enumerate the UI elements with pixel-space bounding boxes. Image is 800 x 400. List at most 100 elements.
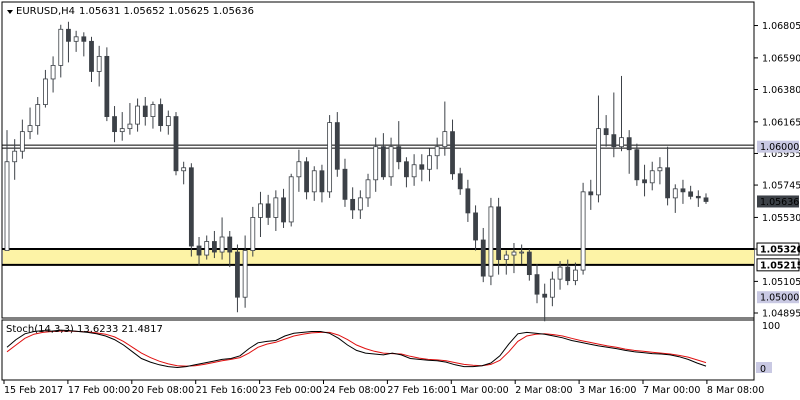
candle	[634, 143, 640, 186]
candle	[642, 164, 647, 197]
candle	[534, 264, 540, 304]
stoch-scale-bottom: 0	[760, 364, 766, 375]
candle	[665, 146, 670, 206]
candle	[281, 188, 286, 228]
candle	[196, 236, 202, 266]
stochastic-label: Stoch(14,3,3) 13.6233 21.4817	[6, 324, 163, 335]
candle	[473, 205, 478, 251]
candle	[557, 261, 563, 290]
candle	[250, 206, 256, 257]
candle	[265, 194, 271, 225]
stoch-main-line	[6, 329, 707, 369]
candle	[242, 235, 248, 308]
candle	[4, 130, 10, 251]
level-label-3-bg	[757, 291, 799, 304]
candle	[304, 157, 309, 200]
time-axis: 15 Feb 2017 17 Feb 00:00 20 Feb 08:00 21 Fe…	[3, 380, 764, 396]
time-tick-label: 2 Mar 08:00	[515, 385, 572, 396]
candle	[58, 24, 64, 78]
stoch-scale-top: 100	[762, 321, 780, 332]
time-tick-label: 20 Feb 08:00	[132, 385, 194, 396]
candle	[442, 101, 448, 156]
candle	[626, 130, 632, 174]
candle	[542, 283, 548, 322]
level-label-1-bg	[756, 242, 800, 256]
candle	[135, 98, 140, 132]
candle	[657, 157, 663, 185]
candle	[104, 47, 110, 122]
level-label-2-bg	[756, 258, 800, 272]
price-tick-label: 1.06805	[762, 21, 800, 32]
time-tick-label: 1 Mar 00:00	[451, 385, 508, 396]
candle	[588, 179, 594, 210]
chart-header: EURUSD,H4 1.05631 1.05652 1.05625 1.0563…	[7, 6, 254, 17]
stoch-scale-bottom-bg	[756, 362, 772, 373]
candle	[580, 182, 586, 275]
candle	[611, 92, 617, 158]
candle	[273, 190, 279, 231]
candle	[672, 184, 678, 213]
candle	[549, 271, 555, 307]
support-zone-fill	[3, 249, 754, 265]
candle	[288, 173, 294, 227]
candle	[503, 250, 509, 275]
candle	[150, 101, 156, 129]
time-tick-label: 15 Feb 2017	[4, 385, 63, 396]
candle	[258, 191, 263, 237]
stoch-signal-line	[6, 330, 707, 367]
candle	[142, 97, 148, 126]
candle	[127, 103, 133, 135]
price-tick-label: 1.05530	[762, 213, 800, 224]
current-price-label: 1.05636	[760, 197, 799, 208]
candle	[695, 190, 701, 207]
level-label-2: 1.05215	[760, 260, 800, 271]
dropdown-triangle-icon[interactable]	[7, 10, 13, 14]
candle	[465, 179, 471, 222]
price-tick-label: 1.05955	[762, 149, 800, 160]
price-tick-label: 1.05745	[762, 181, 800, 192]
candle	[119, 112, 125, 141]
level-label-1: 1.05320	[760, 245, 800, 256]
candle	[619, 75, 624, 152]
candle	[565, 259, 571, 286]
stochastic-lines	[6, 329, 707, 369]
time-tick-label: 8 Mar 08:00	[707, 385, 764, 396]
candle	[334, 112, 340, 177]
candle	[434, 137, 440, 170]
candle	[204, 235, 210, 260]
symbol-timeframe: EURUSD,H4	[16, 6, 75, 17]
candle	[235, 244, 240, 313]
candle	[50, 56, 56, 93]
candle	[112, 106, 117, 143]
price-tick-label: 1.05105	[762, 277, 800, 288]
candle	[380, 133, 386, 180]
candle	[81, 32, 87, 57]
level-label-0-bg	[757, 140, 799, 153]
time-tick-label: 23 Feb 00:00	[260, 385, 322, 396]
candle	[342, 158, 348, 207]
candle	[396, 121, 402, 170]
candle	[357, 190, 363, 219]
candle	[649, 161, 655, 191]
price-axis: 1.06805 1.06590 1.06380 1.06165 1.05955 1.057…	[754, 21, 800, 320]
candle	[165, 110, 171, 135]
candles	[4, 21, 709, 322]
time-tick-label: 17 Feb 00:00	[68, 385, 130, 396]
time-tick-label: 3 Mar 16:00	[579, 385, 636, 396]
candle	[427, 148, 432, 182]
candle	[350, 187, 356, 219]
candle	[411, 154, 417, 186]
candle	[365, 173, 371, 207]
ohlc-values: 1.05631 1.05652 1.05625 1.05636	[79, 6, 254, 17]
time-tick-label: 24 Feb 08:00	[324, 385, 386, 396]
candle	[89, 36, 94, 82]
candle	[388, 137, 394, 186]
candle	[35, 97, 41, 135]
candle	[480, 227, 486, 283]
candle	[526, 249, 532, 281]
candle	[12, 139, 18, 180]
candle	[181, 161, 187, 185]
candle	[496, 197, 502, 275]
time-tick-label: 7 Mar 00:00	[643, 385, 700, 396]
